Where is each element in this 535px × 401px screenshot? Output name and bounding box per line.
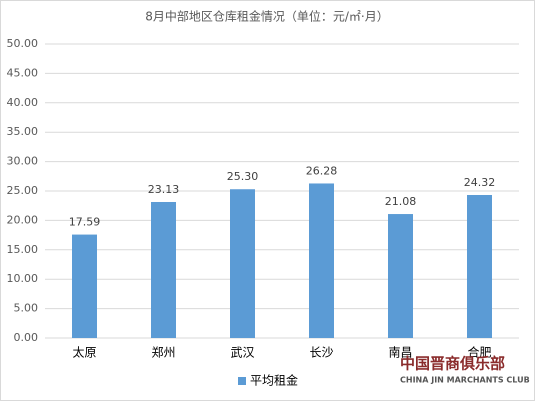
y-tick-label: 0.00 xyxy=(14,331,39,344)
value-label: 26.28 xyxy=(306,164,338,177)
y-tick-label: 5.00 xyxy=(14,302,39,315)
value-label: 25.30 xyxy=(227,170,259,183)
value-label: 24.32 xyxy=(464,176,496,189)
y-tick-label: 50.00 xyxy=(7,37,39,50)
x-tick-label: 郑州 xyxy=(151,345,175,360)
bar xyxy=(230,189,255,338)
bar xyxy=(388,214,413,338)
y-tick-label: 30.00 xyxy=(7,155,39,168)
y-tick-label: 40.00 xyxy=(7,96,39,109)
y-tick-label: 35.00 xyxy=(7,125,39,138)
y-tick-label: 25.00 xyxy=(7,184,39,197)
legend-swatch xyxy=(238,377,246,385)
bar xyxy=(151,201,176,338)
y-tick-label: 15.00 xyxy=(7,243,39,256)
watermark-title: 中国晋商俱乐部 xyxy=(400,355,505,373)
value-label: 23.13 xyxy=(148,183,180,196)
value-label: 21.08 xyxy=(385,195,417,208)
x-tick-label: 长沙 xyxy=(309,346,333,360)
legend-label: 平均租金 xyxy=(250,373,298,388)
y-tick-label: 20.00 xyxy=(7,213,39,226)
x-tick-label: 武汉 xyxy=(230,346,254,360)
bar xyxy=(72,234,97,338)
bar xyxy=(309,183,334,338)
bar xyxy=(467,194,492,338)
watermark-subtitle: CHINA JIN MARCHANTS CLUB xyxy=(400,376,530,385)
y-tick-label: 45.00 xyxy=(7,66,39,79)
chart-title: 8月中部地区仓库租金情况（单位：元/㎡·月） xyxy=(145,9,389,24)
value-label: 17.59 xyxy=(69,216,101,229)
x-tick-label: 太原 xyxy=(72,345,96,360)
x-tick-label: 合肥 xyxy=(467,345,491,360)
x-tick-label: 南昌 xyxy=(388,345,412,360)
y-tick-label: 10.00 xyxy=(7,272,39,285)
